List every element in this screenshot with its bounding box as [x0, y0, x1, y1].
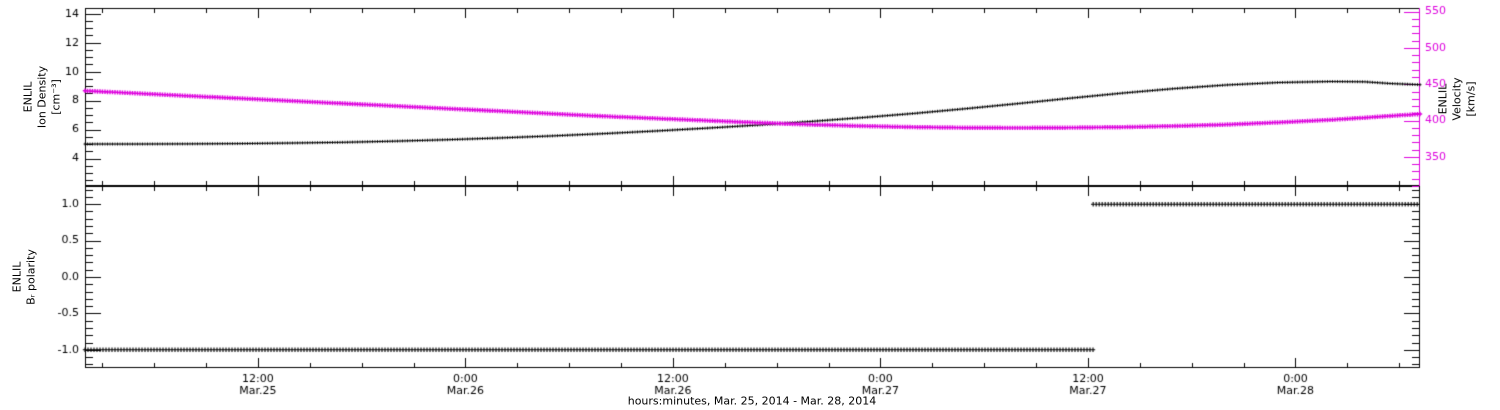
polarity-axis-title: ENLIL Bᵣ polarity: [10, 249, 37, 305]
velocity-axis-title: ENLIL Velocity [km/s]: [1436, 77, 1477, 121]
density-axis-title: ENLIL Ion Density [cm⁻³]: [21, 65, 62, 129]
x-axis-title: hours:minutes, Mar. 25, 2014 - Mar. 28, …: [627, 394, 877, 408]
